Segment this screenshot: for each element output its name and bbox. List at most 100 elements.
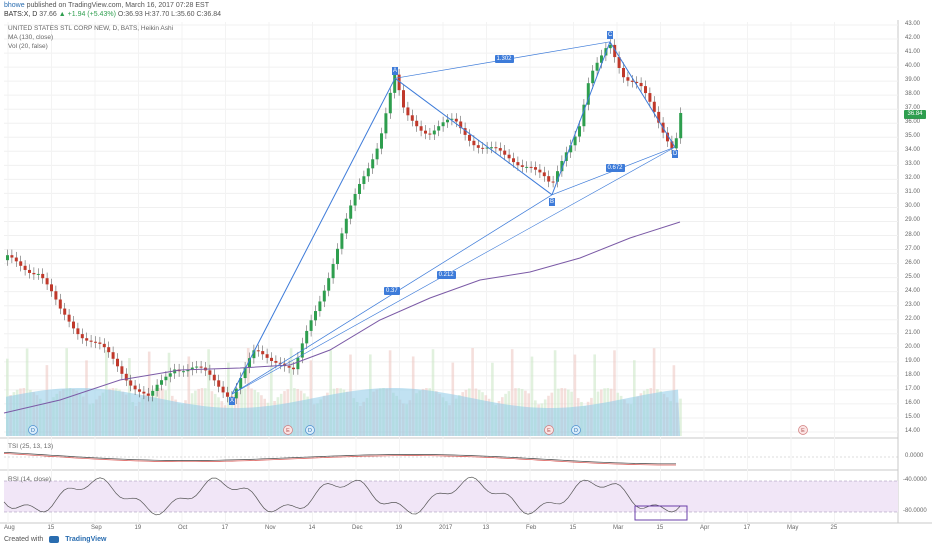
- candle-body: [322, 290, 326, 302]
- candle-body: [63, 308, 67, 315]
- candle-body: [186, 369, 190, 372]
- ohlc: O:36.93 H:37.70 L:35.60 C:36.84: [117, 11, 221, 18]
- candle-body: [50, 284, 53, 292]
- tradingview-brand[interactable]: TradingView: [65, 536, 107, 543]
- candle-body: [424, 130, 427, 134]
- earnings-marker: [283, 425, 293, 435]
- volume-bar: [491, 362, 494, 436]
- volume-bar: [270, 365, 273, 436]
- candle-body: [340, 233, 344, 249]
- dividend-marker: [28, 425, 38, 435]
- publish-line: bhowe published on TradingView.com, Marc…: [4, 2, 209, 9]
- candle-body: [221, 386, 225, 393]
- candle-body: [168, 373, 172, 377]
- y-tick-label: 38.00: [905, 91, 921, 98]
- candle-body: [94, 341, 97, 343]
- volume-bar: [25, 348, 29, 436]
- ticker-line: BATS:X, D 37.66 ▲ +1.94 (+5.43%) O:36.93…: [4, 11, 221, 18]
- x-tick-label: 15: [569, 525, 577, 531]
- pattern-point-b[interactable]: B: [549, 197, 556, 206]
- candle-body: [582, 104, 586, 127]
- candle-body: [296, 357, 300, 370]
- x-tick-label: 19: [134, 525, 142, 531]
- candle-body: [384, 113, 388, 134]
- tsi-legend: TSI (25, 13, 13): [8, 443, 54, 450]
- candle-body: [516, 162, 520, 166]
- volume-bar: [289, 348, 293, 436]
- last-price: 37.66: [39, 11, 57, 18]
- rsi-tick-label: -40.0000: [903, 477, 927, 483]
- candle-body: [573, 136, 577, 146]
- candle-body: [679, 112, 683, 139]
- candle-body: [490, 147, 493, 149]
- volume-bar: [227, 362, 230, 436]
- marker-label: D: [308, 428, 312, 434]
- candle-body: [485, 147, 489, 149]
- candle-body: [14, 257, 18, 262]
- candle-body: [190, 367, 194, 370]
- rsi-tick-label: -80.0000: [903, 508, 927, 514]
- candle-body: [41, 273, 45, 279]
- ratio-label: 0.212: [436, 270, 456, 279]
- candle-body: [217, 380, 221, 387]
- y-tick-label: 18.00: [905, 371, 921, 378]
- candle-body: [331, 264, 335, 279]
- candle-body: [538, 169, 542, 173]
- candle-body: [595, 62, 599, 71]
- candle-body: [380, 133, 383, 149]
- candle-body: [507, 154, 511, 159]
- pattern-point-d[interactable]: D: [672, 150, 679, 159]
- x-tick-label: 14: [308, 525, 316, 531]
- y-tick-label: 31.00: [905, 189, 921, 196]
- candle-body: [644, 86, 647, 94]
- candle-body: [89, 340, 93, 342]
- y-tick-label: 36.00: [905, 119, 921, 126]
- y-tick-label: 22.00: [905, 315, 921, 322]
- rsi-highlight-box: [634, 505, 688, 521]
- dividend-marker: [305, 425, 315, 435]
- candle-body: [67, 314, 71, 322]
- marker-label: D: [31, 428, 35, 434]
- candle-body: [551, 181, 555, 183]
- y-tick-label: 23.00: [905, 301, 921, 308]
- candle-body: [292, 367, 295, 370]
- pattern-point-c[interactable]: C: [607, 30, 614, 39]
- y-tick-label: 33.00: [905, 161, 921, 168]
- y-tick-label: 37.00: [905, 105, 921, 112]
- candle-body: [261, 351, 265, 355]
- candle-body: [45, 278, 49, 285]
- candle-body: [102, 343, 106, 348]
- x-tick-label: Apr: [700, 525, 710, 531]
- volume-bar: [246, 348, 250, 436]
- candle-body: [366, 168, 370, 177]
- publisher-link[interactable]: bhowe: [4, 2, 25, 9]
- candle-body: [578, 126, 581, 137]
- candle-body: [155, 384, 159, 391]
- x-tick-label: 25: [830, 525, 838, 531]
- candle-body: [85, 338, 89, 341]
- ratio-label: 0.672: [605, 163, 625, 172]
- candle-body: [336, 248, 339, 265]
- candle-body: [375, 148, 379, 160]
- x-tick-label: May: [787, 525, 799, 531]
- y-tick-label: 27.00: [905, 245, 921, 252]
- ab-leg: [394, 77, 553, 196]
- volume-bar: [652, 348, 656, 436]
- candle-body: [173, 369, 177, 374]
- candle-body: [591, 70, 595, 84]
- pattern-point-a[interactable]: A: [392, 67, 399, 76]
- candle-body: [80, 334, 84, 339]
- y-tick-label: 26.00: [905, 259, 921, 266]
- candle-body: [586, 83, 590, 105]
- candle-body: [512, 158, 515, 163]
- pattern-point-x[interactable]: X: [229, 397, 236, 406]
- candle-body: [450, 118, 454, 120]
- candle-body: [243, 367, 247, 379]
- candle-body: [666, 132, 669, 142]
- candle-body: [362, 176, 366, 184]
- created-with: Created with: [4, 536, 44, 543]
- candle-body: [349, 205, 353, 219]
- candle-body: [138, 389, 141, 392]
